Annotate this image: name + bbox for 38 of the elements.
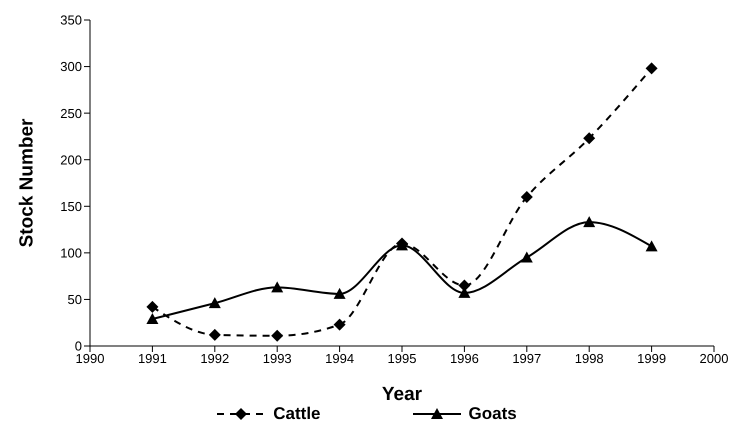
point <box>646 62 658 74</box>
point <box>583 216 596 228</box>
point <box>208 297 221 308</box>
y-tick-label: 150 <box>60 198 82 214</box>
y-tick-label: 200 <box>60 152 82 168</box>
point <box>334 288 346 299</box>
point <box>520 252 533 263</box>
point <box>520 190 533 203</box>
point <box>271 330 284 342</box>
y-tick-label: 250 <box>60 106 82 121</box>
y-tick-label: 0 <box>74 338 82 354</box>
x-tick-label: 1998 <box>574 351 604 366</box>
y-tick-label: 300 <box>60 59 82 74</box>
x-tick-label: 1993 <box>262 351 292 366</box>
legend-label: Cattle <box>273 404 321 424</box>
x-tick-label: 1994 <box>325 351 354 366</box>
x-tick-label: 1996 <box>450 351 479 366</box>
legend-label: Goats <box>468 404 517 424</box>
x-axis-title: Year <box>382 384 423 405</box>
point <box>271 281 284 292</box>
point <box>208 328 221 341</box>
x-tick-label: 2000 <box>700 351 728 366</box>
y-tick-label: 50 <box>68 292 82 308</box>
x-tick-label: 1997 <box>512 351 542 366</box>
y-axis-title: Stock Number <box>16 118 38 248</box>
point <box>334 318 346 331</box>
x-tick-label: 1990 <box>76 351 104 366</box>
y-tick-label: 350 <box>60 12 82 28</box>
y-tick-label: 100 <box>60 245 82 260</box>
point <box>146 312 158 324</box>
x-tick-label: 1991 <box>138 351 167 366</box>
point <box>646 240 658 252</box>
point <box>458 279 470 292</box>
point <box>146 300 158 313</box>
x-tick-label: 1999 <box>637 351 666 366</box>
point <box>583 132 596 144</box>
x-tick-label: 1995 <box>388 351 416 366</box>
x-tick-label: 1992 <box>200 351 230 366</box>
